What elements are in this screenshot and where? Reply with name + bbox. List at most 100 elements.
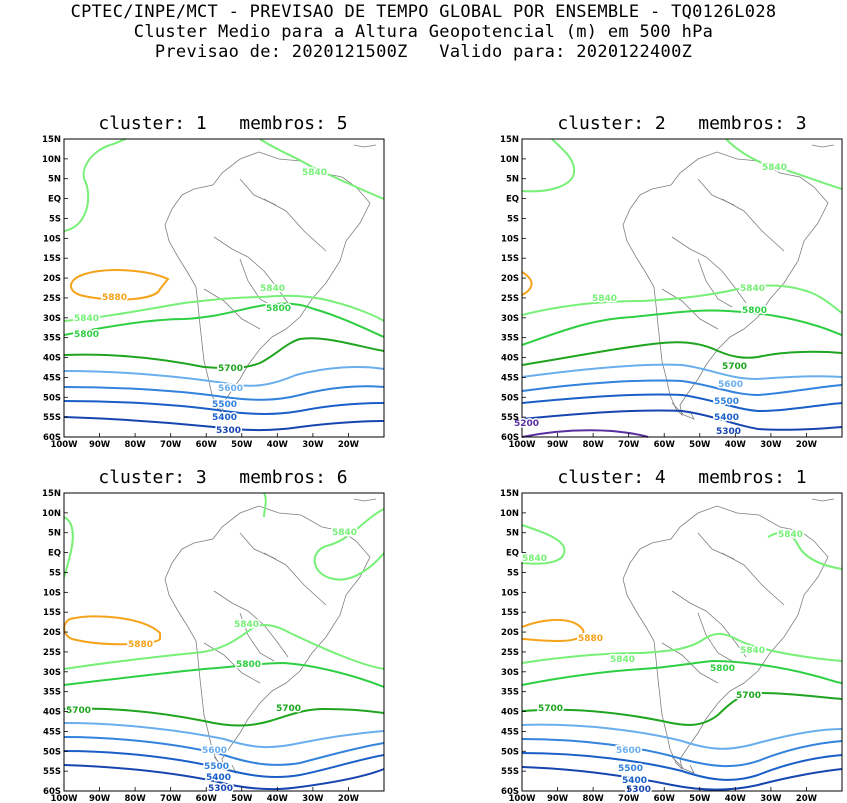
map-panel-2: 5840 5840 5840 5800 5700 5600 5500 5400 … <box>500 135 843 450</box>
contour-label-5700: 5700 <box>218 364 243 374</box>
contour-label-5800: 5800 <box>236 660 261 670</box>
isoline-5840-main <box>63 624 385 670</box>
y-tick-label: 20S <box>43 274 61 284</box>
y-tick-label: 5N <box>506 175 519 185</box>
y-tick-label: 15S <box>501 608 519 618</box>
contour-label-5400: 5400 <box>206 773 231 783</box>
isoline-5300 <box>63 764 385 790</box>
y-tick-label: 20S <box>43 628 61 638</box>
y-tick-label: 40S <box>501 708 519 718</box>
isoline-5400 <box>63 750 385 778</box>
y-tick-label: 15S <box>43 608 61 618</box>
x-tick-label: 40W <box>725 440 747 450</box>
header-line-3: Previsao de: 2020121500Z Valido para: 20… <box>154 42 693 62</box>
x-tick-label: 30W <box>302 794 324 803</box>
contour-label-5600: 5600 <box>218 384 243 394</box>
x-tick-label: 100W <box>50 440 78 450</box>
y-tick-label: EQ <box>506 195 519 205</box>
contour-label-5600: 5600 <box>202 746 227 756</box>
y-tick-label: 5S <box>507 214 519 224</box>
isoline-5840-west <box>521 138 576 193</box>
x-tick-label: 60W <box>196 440 218 450</box>
axis-ticks: 15N 10N 5N EQ 5S 10S 15S 20S 25S 30S 35S 40S 45S 50S 5… <box>500 489 818 803</box>
map-panel-3: 5880 5840 5840 5800 5700 5700 5600 5500 … <box>42 489 385 803</box>
contour-label-5800: 5800 <box>710 664 735 674</box>
y-tick-label: 10S <box>43 588 61 598</box>
isoline-5500 <box>521 738 843 768</box>
isoline-5840-north <box>767 531 843 570</box>
y-tick-label: 15N <box>500 135 519 145</box>
south-america-outline <box>622 144 835 420</box>
isoline-5400 <box>521 752 843 781</box>
y-tick-label: 40S <box>43 354 61 364</box>
y-tick-label: EQ <box>506 549 519 559</box>
contour-label-5500: 5500 <box>618 764 643 774</box>
y-tick-label: 10N <box>500 509 519 519</box>
contour-label-5700-east: 5700 <box>736 691 761 701</box>
isoline-5600 <box>63 722 385 749</box>
contour-label-5880: 5880 <box>578 634 603 644</box>
y-tick-label: 45S <box>501 727 519 737</box>
contour-label-5300: 5300 <box>716 427 741 437</box>
x-tick-label: 40W <box>267 794 289 803</box>
panel-1-title: cluster: 1 membros: 5 <box>98 113 348 134</box>
x-tick-label: 60W <box>196 794 218 803</box>
x-tick-label: 40W <box>267 440 289 450</box>
map-panel-1: 5880 5840 5840 5840 5800 5800 5700 5600 … <box>42 135 385 450</box>
y-tick-label: 40S <box>43 708 61 718</box>
isoline-5600 <box>521 723 843 750</box>
isoline-5840-main <box>521 284 843 316</box>
y-tick-label: 15N <box>42 135 61 145</box>
contour-label-5880: 5880 <box>128 640 153 650</box>
x-tick-label: 90W <box>547 794 569 803</box>
isoline-5840-west <box>63 516 74 578</box>
isoline-5700 <box>521 691 843 726</box>
y-tick-label: 30S <box>43 668 61 678</box>
y-tick-label: 50S <box>501 393 519 403</box>
y-tick-label: 15N <box>42 489 61 499</box>
contour-label-5840-west: 5840 <box>74 314 99 324</box>
isoline-5800 <box>63 302 385 338</box>
y-tick-label: 5S <box>49 214 61 224</box>
y-tick-label: 15N <box>500 489 519 499</box>
contour-label-5400: 5400 <box>622 776 647 786</box>
isoline-5600 <box>521 363 843 381</box>
contour-label-5840-east: 5840 <box>740 284 765 294</box>
y-tick-label: 55S <box>501 413 519 423</box>
y-tick-label: 35S <box>43 688 61 698</box>
y-tick-label: 25S <box>501 294 519 304</box>
x-tick-label: 20W <box>796 794 818 803</box>
isoline-5840-main <box>521 633 843 664</box>
x-tick-label: 80W <box>583 794 605 803</box>
y-tick-label: 5N <box>48 529 61 539</box>
contour-label-5400: 5400 <box>714 413 739 423</box>
map-panel-4: 5880 5840 5840 5840 5840 5800 5700 5700 … <box>500 489 843 803</box>
y-tick-label: 40S <box>501 354 519 364</box>
isoline-5400 <box>63 400 385 415</box>
y-tick-label: 20S <box>501 274 519 284</box>
contour-label-5800-east: 5800 <box>266 304 291 314</box>
axis-ticks: 15N 10N 5N EQ 5S 10S 15S 20S 25S 30S 35S 40S 45S 50S 5… <box>500 135 818 450</box>
header-line-2: Cluster Medio para a Altura Geopotencial… <box>133 22 714 42</box>
x-tick-label: 60W <box>654 794 676 803</box>
isoline-5880-edge <box>521 271 533 296</box>
contour-label-5300: 5300 <box>216 426 241 436</box>
contour-label-5700-west: 5700 <box>538 704 563 714</box>
y-tick-label: 55S <box>43 413 61 423</box>
x-tick-label: 70W <box>160 440 182 450</box>
isoline-5840-west <box>63 138 127 232</box>
x-tick-label: 80W <box>583 440 605 450</box>
x-tick-label: 20W <box>338 794 360 803</box>
contour-label-5600: 5600 <box>616 746 641 756</box>
x-tick-label: 30W <box>760 440 782 450</box>
y-tick-label: 15S <box>501 254 519 264</box>
y-tick-label: 60S <box>43 787 61 797</box>
y-tick-label: 25S <box>43 648 61 658</box>
y-tick-label: 20S <box>501 628 519 638</box>
y-tick-label: 30S <box>501 668 519 678</box>
x-tick-label: 100W <box>508 794 536 803</box>
south-america-outline <box>622 498 835 774</box>
y-tick-label: 10S <box>501 588 519 598</box>
contour-label-5300: 5300 <box>626 785 651 795</box>
x-tick-label: 40W <box>725 794 747 803</box>
